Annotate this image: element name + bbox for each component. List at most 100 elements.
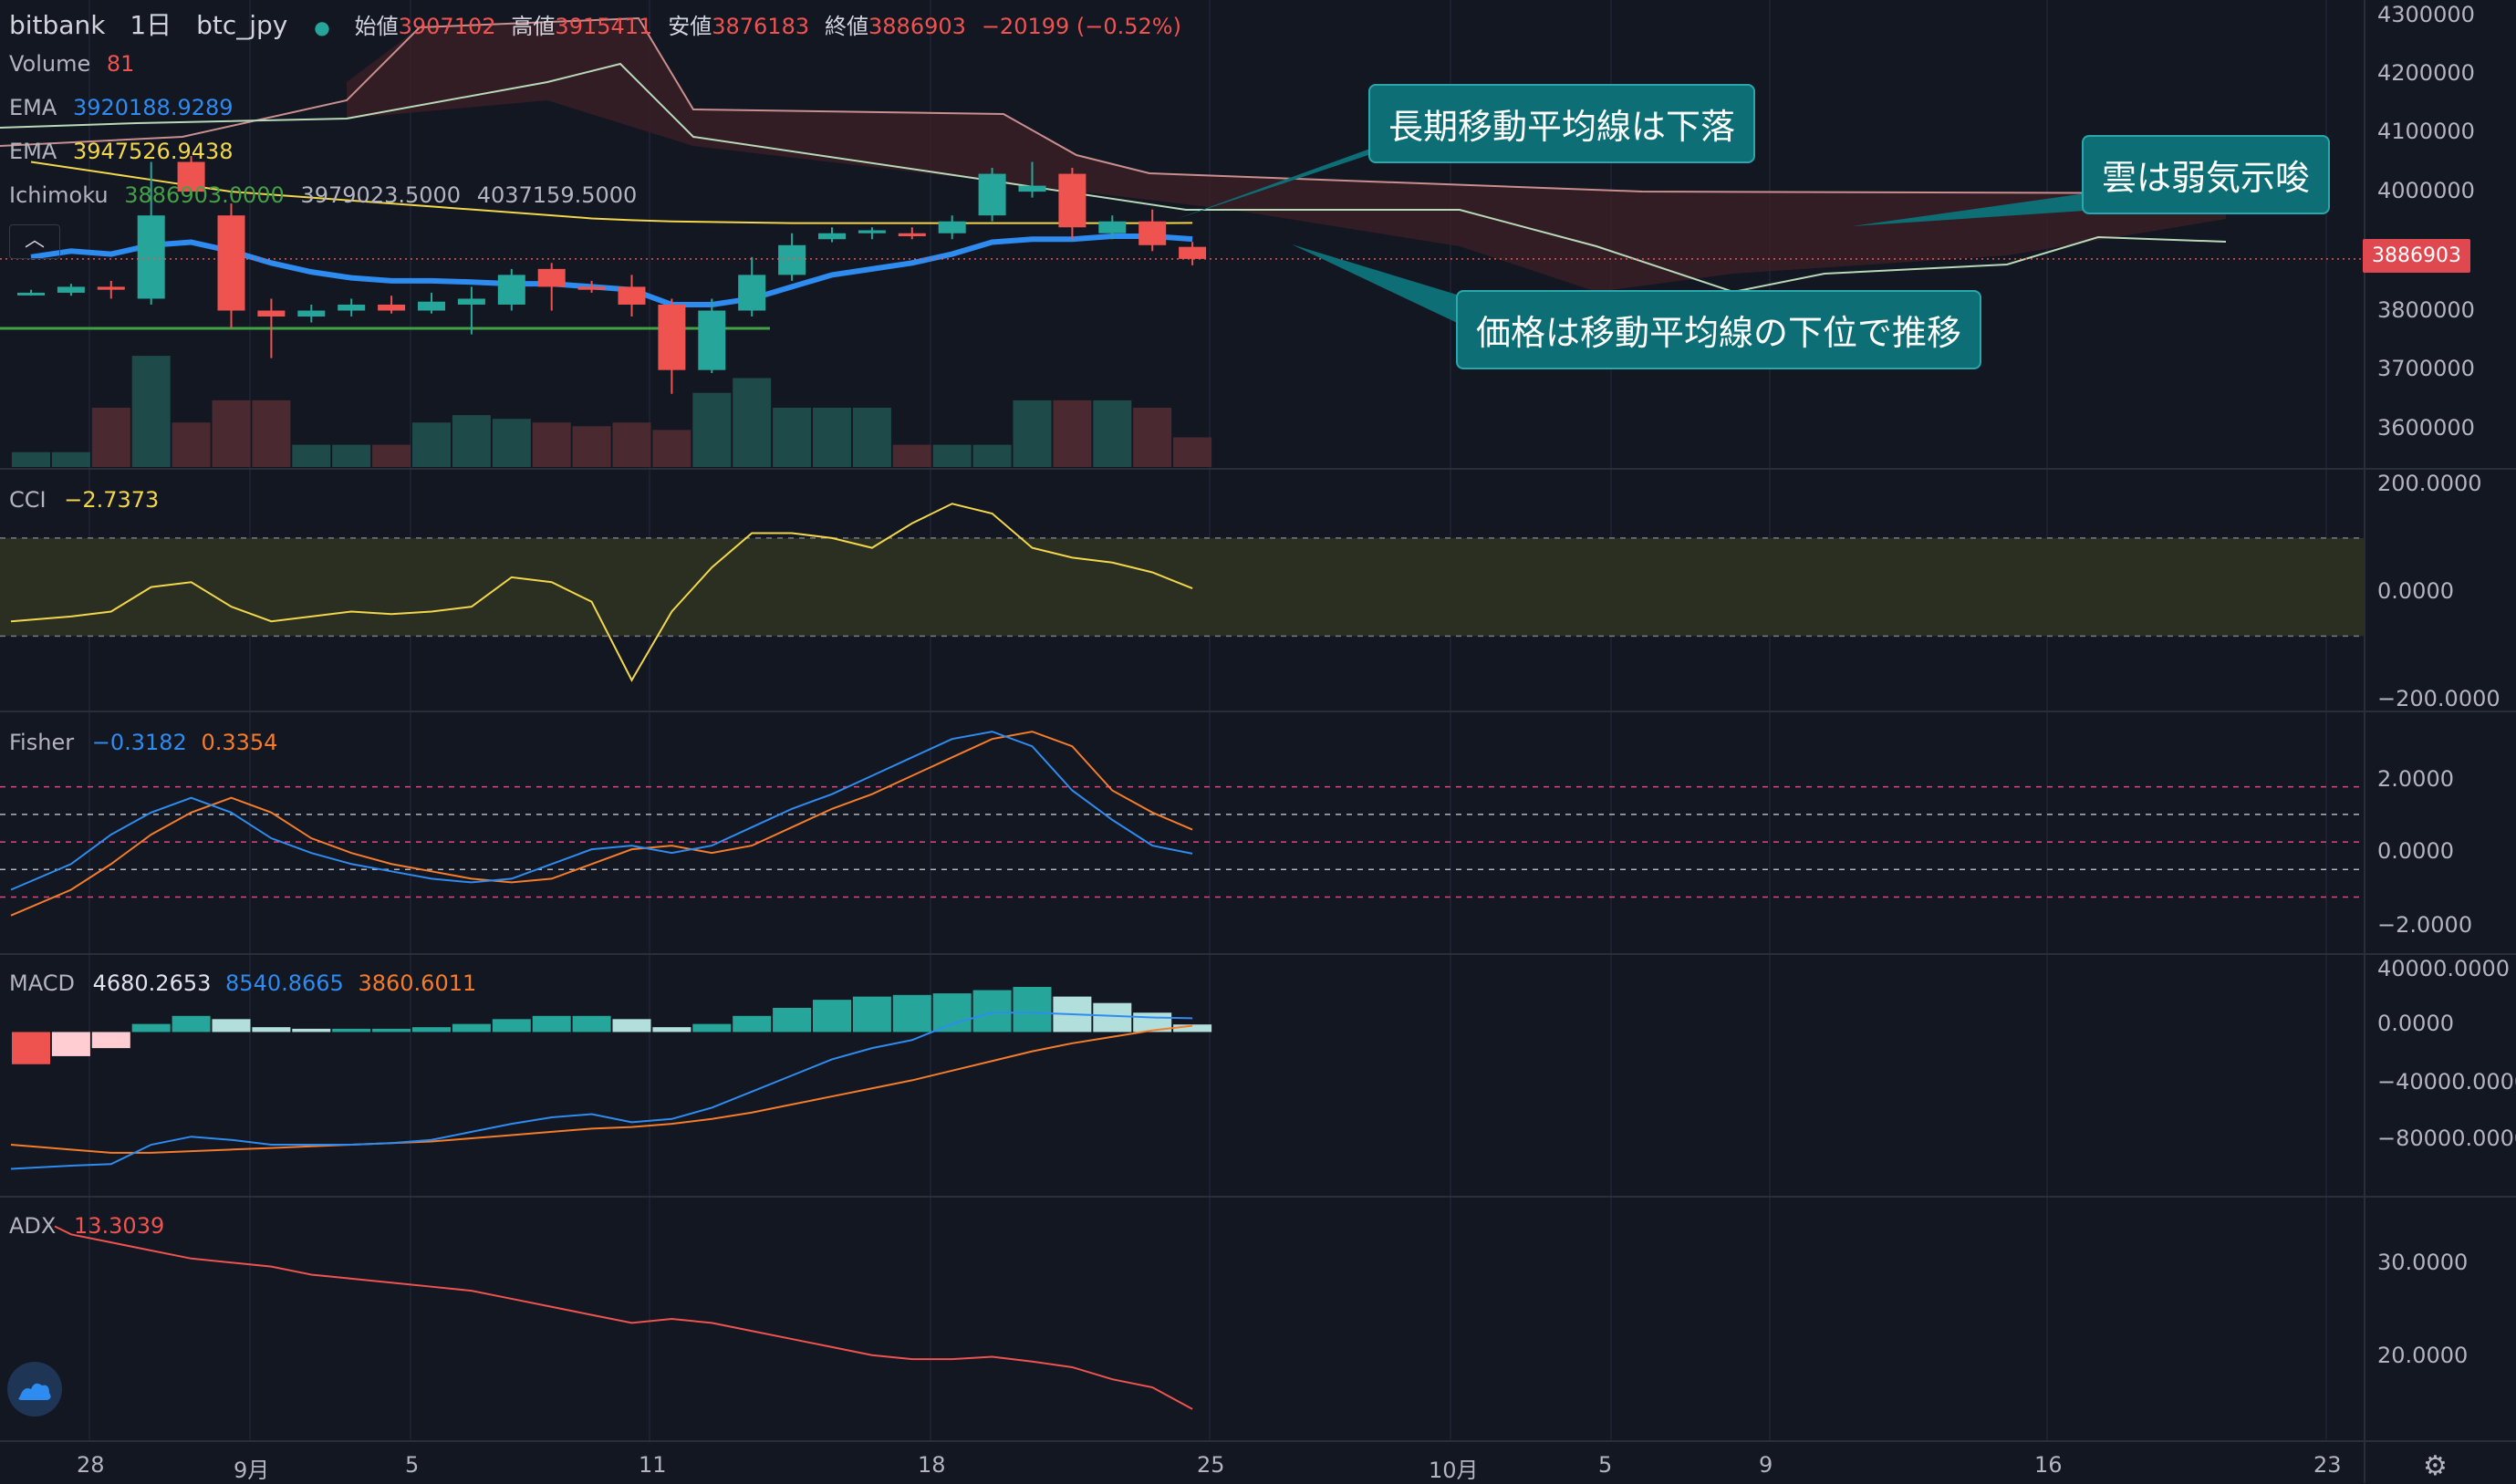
ema1-label: EMA [9,95,57,120]
candle-body [497,275,525,305]
adx-axis-label: 30.0000 [2377,1250,2469,1275]
macd-histogram-bar [1093,1002,1132,1033]
volume-bar [733,378,772,467]
cci-label: CCI [9,487,47,513]
cci-line [10,503,1193,682]
ema-fast-line [30,233,1193,307]
macd-line [10,1012,1193,1170]
volume-bar [492,419,531,467]
macd-line-value: 8540.8665 [225,970,344,996]
volume-bar [1133,408,1172,467]
callout-pointer [1177,146,1396,219]
price-axis-label: 3800000 [2377,297,2475,323]
macd-legend[interactable]: MACD 4680.2653 8540.8665 3860.6011 [9,970,476,996]
volume-bar [1093,400,1132,467]
time-axis-label: 10月 [1429,1458,1479,1483]
open-value: 3907102 [398,14,496,39]
ema1-legend[interactable]: EMA 3920188.9289 [9,95,234,120]
low-value: 3876183 [712,14,810,39]
ema2-legend[interactable]: EMA 3947526.9438 [9,139,234,164]
callout-price-below-ma[interactable]: 価格は移動平均線の下位で推移 [1456,290,1982,369]
candle-body [618,286,646,305]
macd-histogram-bar [1173,1024,1212,1033]
macd-histogram-bar [372,1028,411,1033]
time-axis-label: 9 [1759,1452,1773,1478]
interval-label[interactable]: 1日 [130,10,172,40]
macd-signal-line [10,1024,1193,1154]
candle-body [938,221,966,233]
volume-bar [292,444,331,467]
ichimoku-span-b [0,16,2227,194]
callout-cloud-bearish[interactable]: 雲は弱気示唆 [2082,135,2331,214]
candle-body [297,310,326,317]
volume-bar [332,444,371,467]
macd-histogram-bar [532,1015,571,1033]
volume-bar [892,444,931,467]
macd-histogram-bar [12,1032,50,1064]
volume-bar [532,422,571,467]
tradingview-logo-icon[interactable] [7,1362,62,1417]
time-axis-label: 25 [1197,1452,1225,1478]
candle-body [778,244,806,275]
macd-histogram-bar [733,1015,772,1033]
ema2-label: EMA [9,139,57,164]
volume-bar [773,408,812,467]
macd-axis-label: −80000.0000 [2377,1126,2516,1151]
volume-bar [692,392,732,467]
macd-label: MACD [9,970,75,996]
cci-band [0,537,2365,637]
low-label: 安値 [668,14,712,39]
macd-histogram-bar [932,993,972,1033]
volume-bar [12,451,50,467]
macd-histogram-bar [292,1028,331,1033]
cci-axis-label: 200.0000 [2377,471,2482,496]
ichimoku-value-2: 3979023.5000 [300,182,462,208]
settings-gear-icon[interactable]: ⚙ [2423,1450,2448,1482]
volume-bar [1173,437,1212,467]
volume-bar [972,444,1012,467]
macd-histogram-bar [452,1023,491,1033]
candle-body [898,233,926,236]
volume-bar [172,422,211,467]
volume-bar [131,356,171,467]
fisher-label: Fisher [9,730,75,755]
ichimoku-value-3: 4037159.5000 [476,182,638,208]
candle-body [858,230,886,233]
ichimoku-span-a [0,62,2227,294]
candle-body [97,286,125,290]
macd-histogram-bar [892,994,931,1033]
macd-histogram-bar [412,1027,451,1033]
callout-long-ma-falling[interactable]: 長期移動平均線は下落 [1368,84,1756,163]
adx-legend[interactable]: ADX 13.3039 [9,1213,164,1239]
fisher-legend[interactable]: Fisher −0.3182 0.3354 [9,730,277,755]
price-axis-label: 4100000 [2377,119,2475,144]
volume-bar [572,426,611,467]
price-axis-label: 4200000 [2377,60,2475,86]
volume-bar [91,408,130,467]
macd-histogram-bar [492,1019,531,1033]
volume-legend[interactable]: Volume 81 [9,51,134,77]
collapse-legend-button[interactable]: ︿ [9,224,60,259]
ichimoku-value-1: 3886903.0000 [124,182,285,208]
time-axis-label: 23 [2313,1452,2342,1478]
ichimoku-legend[interactable]: Ichimoku 3886903.0000 3979023.5000 40371… [9,182,637,208]
symbol-label[interactable]: btc_jpy [196,10,288,40]
adx-label: ADX [9,1213,57,1239]
macd-histogram-bar [773,1007,812,1033]
volume-bar [813,408,851,467]
cci-legend[interactable]: CCI −2.7373 [9,487,159,513]
candle-body [217,215,245,311]
volume-bar [852,408,891,467]
price-axis-label: 3600000 [2377,415,2475,441]
macd-histogram-bar [652,1027,691,1033]
macd-histogram-bar [332,1028,371,1033]
candle-body [57,286,85,293]
ema1-value: 3920188.9289 [72,95,234,120]
candle-body [698,310,726,370]
ichimoku-label: Ichimoku [9,182,109,208]
macd-axis-label: 40000.0000 [2377,956,2511,981]
volume-bar [212,400,251,467]
close-value: 3886903 [868,14,966,39]
ema2-value: 3947526.9438 [72,139,234,164]
